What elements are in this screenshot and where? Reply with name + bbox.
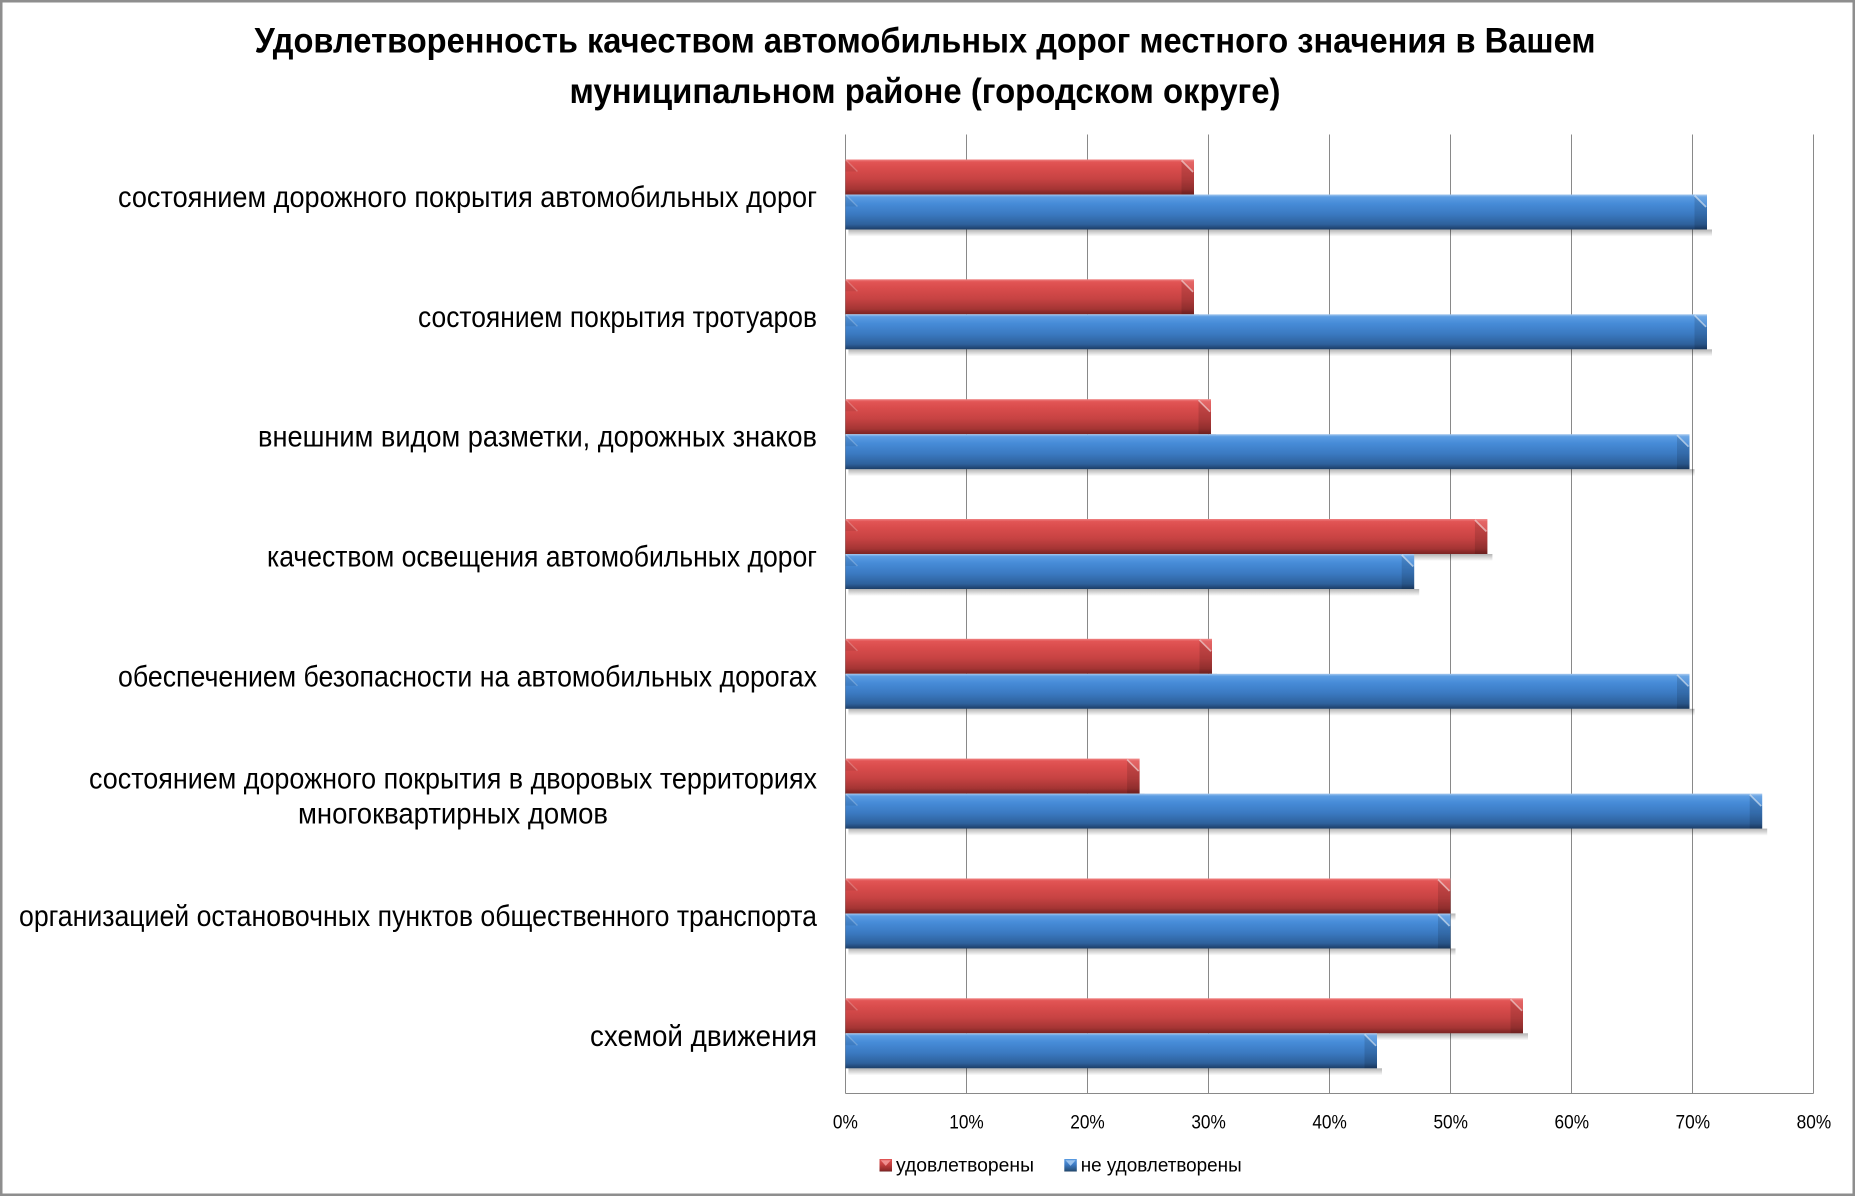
svg-text:не удовлетворены: не удовлетворены [1081, 1154, 1242, 1176]
svg-text:0%: 0% [833, 1112, 858, 1134]
svg-text:40%: 40% [1312, 1112, 1347, 1134]
svg-text:состоянием покрытия тротуаров: состоянием покрытия тротуаров [418, 301, 817, 334]
svg-text:внешним видом разметки, дорожн: внешним видом разметки, дорожных знаков [258, 421, 817, 454]
svg-text:10%: 10% [949, 1112, 984, 1134]
svg-text:удовлетворены: удовлетворены [896, 1154, 1034, 1176]
svg-text:20%: 20% [1070, 1112, 1105, 1134]
svg-text:Удовлетворенность качеством ав: Удовлетворенность качеством автомобильны… [255, 22, 1596, 61]
svg-text:состоянием дорожного покрытия: состоянием дорожного покрытия автомобиль… [118, 181, 817, 214]
svg-text:50%: 50% [1433, 1112, 1468, 1134]
svg-text:обеспечением безопасности на а: обеспечением безопасности на автомобильн… [118, 660, 817, 693]
svg-text:муниципальном районе (городско: муниципальном районе (городском округе) [570, 72, 1281, 111]
svg-text:70%: 70% [1676, 1112, 1711, 1134]
svg-text:качеством освещения автомобиль: качеством освещения автомобильных дорог [267, 541, 817, 574]
svg-text:30%: 30% [1191, 1112, 1226, 1134]
svg-text:80%: 80% [1797, 1112, 1832, 1134]
svg-text:многоквартирных домов: многоквартирных домов [298, 798, 608, 831]
svg-text:схемой движения: схемой движения [590, 1020, 817, 1053]
svg-text:60%: 60% [1555, 1112, 1590, 1134]
svg-text:состоянием дорожного покрытия: состоянием дорожного покрытия в дворовых… [89, 763, 817, 796]
svg-text:организацией остановочных пунк: организацией остановочных пунктов общест… [19, 900, 817, 933]
